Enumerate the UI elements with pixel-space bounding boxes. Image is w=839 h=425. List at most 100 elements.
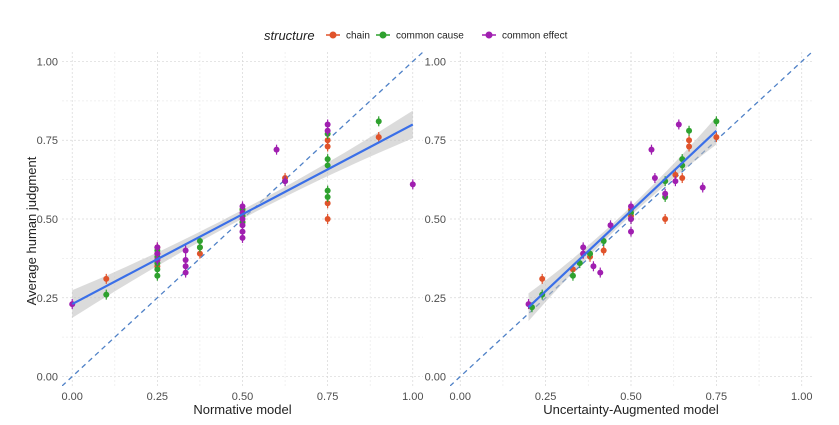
point-common-effect bbox=[239, 216, 246, 222]
panel-normative: 0.00 0.00 0.25 0.25 0.50 0.50 0.75 0.75 1.00 1.00… bbox=[24, 52, 423, 417]
point-common-cause bbox=[196, 244, 203, 251]
legend-title: structure bbox=[264, 28, 315, 43]
point-common-effect bbox=[324, 127, 331, 134]
point-common-effect bbox=[154, 244, 161, 251]
y-tick-label: 0.50 bbox=[37, 214, 58, 226]
point-common-cause bbox=[324, 187, 331, 194]
point-common-effect bbox=[239, 234, 246, 241]
plot-area bbox=[62, 52, 423, 386]
grid bbox=[450, 52, 812, 386]
point-common-effect bbox=[409, 181, 416, 188]
point-common-cause bbox=[154, 266, 161, 273]
point-chain bbox=[324, 200, 331, 207]
panel-uncertainty-augmented: 0.00 0.00 0.25 0.25 0.50 0.50 0.75 0.75 1.00 1.00… bbox=[425, 52, 813, 417]
ticks: 0.00 0.00 0.25 0.25 0.50 0.50 0.75 0.75 1.00 1.00 bbox=[37, 56, 424, 403]
legend: structure chain common cause common effect bbox=[264, 28, 568, 43]
regression-line bbox=[71, 123, 414, 306]
point-chain bbox=[713, 134, 720, 141]
x-tick-label: 0.50 bbox=[232, 391, 253, 403]
point-common-effect bbox=[672, 178, 679, 185]
y-tick-label: 0.50 bbox=[425, 214, 446, 226]
point-common-cause bbox=[103, 291, 110, 298]
x-axis-title: Normative model bbox=[193, 402, 291, 417]
point-common-effect bbox=[239, 222, 246, 229]
point-common-effect bbox=[182, 269, 189, 276]
points bbox=[69, 116, 416, 310]
point-chain bbox=[103, 275, 110, 282]
point-common-effect bbox=[590, 263, 597, 270]
point-common-cause bbox=[324, 193, 331, 200]
x-tick-label: 0.75 bbox=[706, 391, 727, 403]
point-common-effect bbox=[182, 247, 189, 254]
point-common-effect bbox=[648, 146, 655, 153]
point-common-effect bbox=[282, 178, 289, 185]
y-tick-label: 0.25 bbox=[425, 293, 446, 305]
point-chain bbox=[324, 137, 331, 144]
regression-line bbox=[527, 129, 718, 309]
x-tick-label: 0.25 bbox=[147, 391, 168, 403]
point-chain bbox=[662, 216, 669, 222]
x-axis-title: Uncertainty-Augmented model bbox=[543, 402, 719, 417]
point-common-cause bbox=[375, 118, 382, 125]
point-common-cause bbox=[196, 238, 203, 245]
point-common-effect bbox=[239, 203, 246, 210]
plot-area bbox=[450, 52, 812, 386]
point-chain bbox=[196, 250, 203, 257]
x-tick-label: 0.75 bbox=[317, 391, 338, 403]
y-tick-label: 1.00 bbox=[37, 56, 58, 68]
point-common-effect bbox=[182, 263, 189, 270]
y-tick-label: 0.00 bbox=[37, 372, 58, 384]
point-common-effect bbox=[675, 121, 682, 128]
point-chain bbox=[324, 216, 331, 222]
ticks: 0.00 0.00 0.25 0.25 0.50 0.50 0.75 0.75 1.00 1.00 bbox=[425, 56, 813, 403]
legend-key-chain bbox=[329, 31, 337, 39]
x-tick-label: 0.25 bbox=[535, 391, 556, 403]
x-tick-label: 0.00 bbox=[450, 391, 471, 403]
point-common-effect bbox=[597, 269, 604, 276]
grid bbox=[62, 52, 423, 386]
point-common-effect bbox=[580, 244, 587, 251]
point-chain bbox=[324, 143, 331, 150]
point-chain bbox=[686, 143, 693, 150]
legend-label-common-cause: common cause bbox=[396, 31, 464, 42]
x-tick-label: 0.00 bbox=[62, 391, 83, 403]
x-tick-label: 0.50 bbox=[620, 391, 641, 403]
y-axis-title: Average human judgment bbox=[24, 156, 39, 305]
y-tick-label: 0.75 bbox=[425, 135, 446, 147]
point-common-effect bbox=[699, 184, 706, 191]
x-tick-label: 1.00 bbox=[402, 391, 423, 403]
point-common-effect bbox=[154, 250, 161, 257]
legend-key-common-effect bbox=[485, 31, 493, 39]
legend-label-chain: chain bbox=[346, 31, 370, 42]
point-chain bbox=[679, 175, 686, 182]
y-tick-label: 0.75 bbox=[37, 135, 58, 147]
point-chain bbox=[686, 137, 693, 144]
point-common-effect bbox=[324, 121, 331, 128]
x-tick-label: 1.00 bbox=[791, 391, 812, 403]
points bbox=[525, 116, 720, 313]
point-chain bbox=[672, 171, 679, 178]
point-common-cause bbox=[324, 156, 331, 163]
point-chain bbox=[375, 134, 382, 141]
point-common-cause bbox=[569, 272, 576, 279]
point-common-effect bbox=[607, 222, 614, 229]
point-common-effect bbox=[628, 228, 634, 235]
point-common-effect bbox=[651, 175, 658, 182]
point-common-effect bbox=[628, 216, 634, 222]
point-chain bbox=[539, 275, 546, 282]
point-common-cause bbox=[324, 162, 331, 169]
point-common-effect bbox=[662, 190, 669, 197]
point-common-cause bbox=[154, 272, 161, 279]
point-common-cause bbox=[686, 127, 693, 134]
point-common-cause bbox=[713, 118, 720, 125]
point-chain bbox=[600, 247, 607, 254]
point-common-effect bbox=[628, 203, 634, 210]
y-tick-label: 1.00 bbox=[425, 56, 446, 68]
legend-key-common-cause bbox=[379, 31, 387, 39]
y-tick-label: 0.00 bbox=[425, 372, 446, 384]
point-common-effect bbox=[182, 256, 189, 263]
point-common-effect bbox=[239, 228, 246, 235]
y-tick-label: 0.25 bbox=[37, 293, 58, 305]
